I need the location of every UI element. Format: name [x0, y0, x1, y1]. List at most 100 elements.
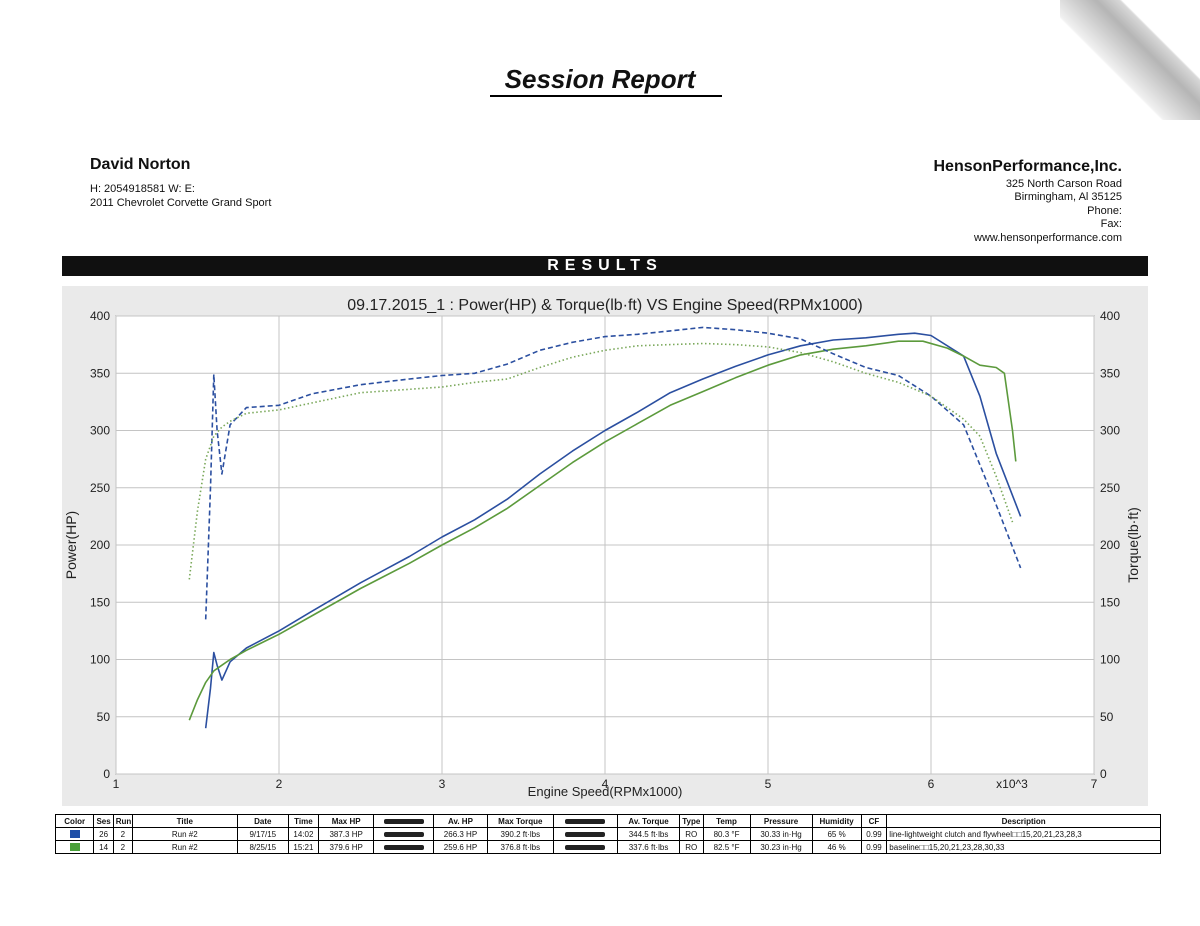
series-lines	[188, 326, 1022, 729]
table-cell: 30.33 in·Hg	[749, 827, 813, 841]
column-header: Run	[112, 814, 133, 828]
redacted-mark	[565, 818, 606, 824]
table-cell: 266.3 HP	[433, 827, 488, 841]
column-header: Time	[287, 814, 319, 828]
redacted-mark	[383, 831, 424, 837]
x-tick-label: 7	[1091, 777, 1098, 791]
y-tick-label-left: 50	[97, 710, 111, 724]
table-cell	[552, 827, 619, 841]
column-header: Description	[886, 814, 1161, 828]
table-cell: baseline□□15,20,21,23,28,30,33	[886, 840, 1161, 854]
y-tick-label-right: 400	[1100, 309, 1120, 323]
table-cell: 0.99	[860, 840, 888, 854]
x-tick-label: 4	[602, 777, 609, 791]
column-header: Color	[54, 814, 95, 828]
table-cell: 2	[112, 827, 133, 841]
column-header: Pressure	[749, 814, 813, 828]
column-header: Temp	[702, 814, 751, 828]
column-header: Type	[679, 814, 704, 828]
table-row: 14 2 Run #2 8/25/15 15:21 379.6 HP 259.6 HP 376…	[54, 840, 1161, 854]
redacted-mark	[383, 844, 424, 850]
column-header: Humidity	[811, 814, 862, 828]
table-cell: 0.99	[860, 827, 888, 841]
table-cell: RO	[679, 840, 704, 854]
run-color-cell	[54, 840, 95, 854]
y-tick-label-left: 200	[90, 538, 110, 552]
table-cell: Run #2	[131, 827, 238, 841]
column-header: Ses	[93, 814, 114, 828]
x-tick-label: 3	[439, 777, 446, 791]
page-corner-fold	[1060, 0, 1200, 120]
y-tick-label-left: 0	[103, 767, 110, 781]
client-contact: H: 2054918581 W: E:	[90, 183, 195, 195]
shop-phone: Phone:	[1087, 204, 1122, 217]
table-cell: 15:21	[287, 840, 319, 854]
column-header: Av. HP	[433, 814, 488, 828]
x-axis-label: Engine Speed(RPMx1000)	[528, 784, 683, 799]
x-tick-label: 1	[113, 777, 120, 791]
table-cell: 2	[112, 840, 133, 854]
y-tick-label-right: 200	[1100, 538, 1120, 552]
run-color-swatch	[69, 843, 80, 852]
x-axis-multiplier: x10^3	[996, 777, 1028, 791]
table-cell	[373, 827, 435, 841]
series-line-run-2-26-torque	[204, 326, 1022, 620]
table-cell: 65 %	[811, 827, 862, 841]
table-cell: 82.5 °F	[702, 840, 751, 854]
table-header-row: Color Ses Run Title Date Time Max HP Av. HP Max …	[54, 814, 1161, 828]
table-cell: 8/25/15	[236, 840, 289, 854]
column-header: Max HP	[317, 814, 375, 828]
table-cell: 376.8 ft·lbs	[486, 840, 554, 854]
y-tick-label-right: 350	[1100, 366, 1120, 380]
table-cell: 390.2 ft·lbs	[486, 827, 554, 841]
table-cell: 344.5 ft·lbs	[617, 827, 681, 841]
redacted-mark	[565, 831, 606, 837]
table-cell: RO	[679, 827, 704, 841]
redacted-mark	[383, 818, 424, 824]
shop-info: HensonPerformance,Inc. 325 North Carson …	[934, 159, 1123, 245]
y-tick-label-left: 350	[90, 366, 110, 380]
results-banner: RESULTS	[62, 256, 1148, 276]
series-line-run-2-14-power	[188, 340, 1017, 721]
dyno-chart-panel: 1 2 3 4 5 6 7 0 0 50 50 100 100 150 150 200 200 250 250 300…	[62, 286, 1148, 806]
shop-fax: Fax:	[1100, 218, 1122, 230]
column-header: Title	[131, 814, 238, 828]
column-header	[552, 814, 619, 828]
y-tick-label-right: 0	[1100, 767, 1107, 781]
table-cell: 30.23 in·Hg	[749, 840, 813, 854]
shop-website: www.hensonperformance.com	[974, 231, 1122, 244]
y-tick-label-right: 100	[1100, 653, 1120, 667]
series-line-run-2-26-power	[204, 332, 1022, 729]
column-header	[373, 814, 435, 828]
table-cell: Run #2	[131, 840, 238, 854]
y-tick-label-right: 250	[1100, 481, 1120, 495]
table-cell	[552, 840, 619, 854]
runs-table: Color Ses Run Title Date Time Max HP Av. HP Max …	[54, 814, 1161, 854]
y-tick-label-left: 400	[90, 309, 110, 323]
table-cell: 14:02	[287, 827, 319, 841]
table-cell: line-lightweight clutch and flywheel□□15…	[886, 827, 1161, 841]
title-underline	[490, 95, 722, 97]
x-tick-label: 6	[928, 777, 935, 791]
table-cell	[373, 840, 435, 854]
table-cell: 9/17/15	[236, 827, 289, 841]
y-tick-label-left: 250	[90, 481, 110, 495]
run-color-swatch	[69, 830, 80, 839]
column-header: Av. Torque	[617, 814, 681, 828]
column-header: Date	[236, 814, 289, 828]
table-row: 26 2 Run #2 9/17/15 14:02 387.3 HP 266.3 HP 390…	[54, 827, 1161, 841]
column-header: CF	[860, 814, 888, 828]
chart-title: 09.17.2015_1 : Power(HP) & Torque(lb·ft)…	[347, 297, 863, 314]
x-tick-label: 5	[765, 777, 772, 791]
x-tick-label: 2	[276, 777, 283, 791]
y-tick-label-right: 300	[1100, 424, 1120, 438]
report-title: Session Report	[504, 64, 696, 94]
y-tick-label-left: 100	[90, 653, 110, 667]
table-cell: 387.3 HP	[317, 827, 375, 841]
table-cell: 379.6 HP	[317, 840, 375, 854]
table-cell: 26	[93, 827, 114, 841]
client-info: David Norton H: 2054918581 W: E: 2011 Ch…	[90, 157, 271, 210]
y-tick-label-left: 300	[90, 424, 110, 438]
redacted-mark	[565, 844, 606, 850]
